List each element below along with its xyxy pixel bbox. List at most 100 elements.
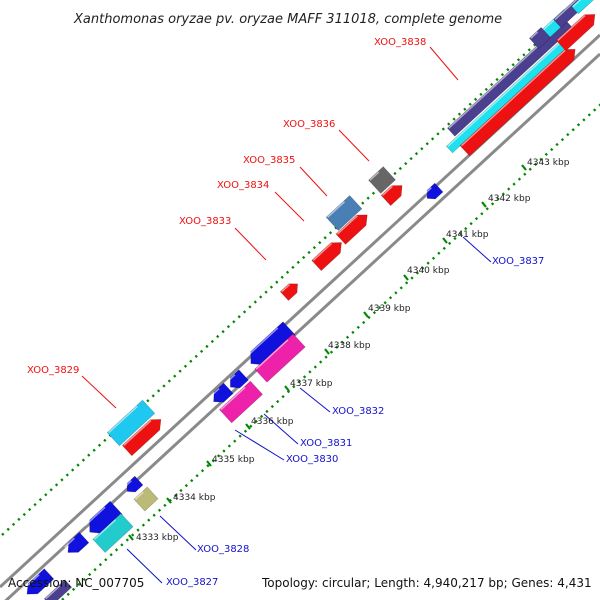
tick-dot [312,245,317,250]
feature-xoo-3830[interactable] [219,380,263,424]
feature-xoo-3834-highlight [336,215,358,235]
feature-xoo-3833-shape[interactable] [311,237,347,272]
tick-dot [189,359,193,363]
tick-dot [174,493,178,498]
feature-red-3829b-shape[interactable] [121,414,165,457]
tick-labels: 4343 kbp 4342 kbp 4341 kbp 4340 kbp 4339… [136,158,570,543]
tick-dot [49,488,53,492]
feature-purple-small-shape[interactable] [528,27,552,49]
feature-xoo-3827-shape[interactable] [92,513,134,553]
gene-label-xoo-3834[interactable]: XOO_3834 [217,180,269,191]
tick-label-4334: 4334 kbp [173,493,216,503]
feature-blue-bottom[interactable] [22,568,55,600]
tick-dot [593,108,597,112]
feature-red-3836b[interactable] [380,180,407,207]
feature-pink-upper-shape[interactable] [254,333,306,383]
feature-purple-small[interactable] [528,27,552,49]
gene-label-xoo-3827[interactable]: XOO_3827 [166,577,218,588]
tick-dot [398,166,402,171]
tick-dot [506,68,510,72]
feature-xoo-3831-shape[interactable] [209,382,234,407]
feature-blue-3827b[interactable] [63,531,90,557]
feature-xoo-3828[interactable] [133,486,159,512]
feature-red-3829b[interactable] [121,414,165,457]
feature-xoo-3836[interactable] [368,166,396,194]
tick-dot [329,350,334,354]
feature-blue-3827b-shape[interactable] [63,531,90,557]
tick-dot [457,112,462,116]
feature-xoo-3835-shape[interactable] [325,195,363,231]
feature-xoo-3835[interactable] [325,195,363,231]
tick-dot [265,409,269,414]
tick-dot [479,92,483,96]
feature-band-red[interactable] [459,44,580,157]
feature-blue-3828b[interactable] [84,500,123,539]
feature-xoo-3829-shape[interactable] [106,399,156,447]
backbone-line-inner [4,52,600,600]
gene-label-xoo-3838[interactable]: XOO_3838 [374,37,426,48]
feature-xoo-3834-shape[interactable] [335,210,372,245]
tick-dot [324,355,328,359]
feature-blue-bottom-shape[interactable] [22,568,55,600]
major-tick [324,348,330,355]
tick-dot [173,374,177,378]
feature-red-top-shape[interactable] [555,9,599,52]
feature-xoo-3832[interactable] [245,321,296,370]
tick-dot [371,191,376,195]
feature-blue-3828a-shape[interactable] [123,475,144,496]
feature-red-small[interactable] [279,279,301,301]
gene-label-xoo-3832[interactable]: XOO_3832 [332,406,384,417]
gene-label-xoo-3830[interactable]: XOO_3830 [286,454,338,465]
feature-cyan-corner[interactable] [571,0,600,15]
feature-xoo-3837[interactable] [423,182,444,203]
feature-xoo-3827[interactable] [92,513,134,553]
feature-blue-3828a[interactable] [123,475,144,496]
gene-label-xoo-3833[interactable]: XOO_3833 [179,216,231,227]
tick-dot [76,463,80,467]
tick-dot [281,394,285,399]
feature-cyan-corner-shape[interactable] [571,0,600,15]
tick-dot [560,137,565,142]
gene-label-xoo-3836[interactable]: XOO_3836 [283,119,335,130]
feature-red-small-shape[interactable] [279,279,301,301]
gene-label-xoo-3829[interactable]: XOO_3829 [27,365,79,376]
tick-dot [237,315,241,319]
feature-pink-upper[interactable] [254,333,306,383]
feature-xoo-3829[interactable] [106,399,156,447]
feature-purple-small-highlight [530,31,539,39]
tick-dot [328,231,333,235]
tick-dot [147,518,151,522]
tick-label-4337: 4337 kbp [290,379,333,389]
gene-label-xoo-3835[interactable]: XOO_3835 [243,155,295,166]
feature-xoo-3833[interactable] [311,237,347,272]
feature-xoo-3837-shape[interactable] [423,182,444,203]
feature-xoo-3828-shape[interactable] [133,486,159,512]
tick-label-4342: 4342 kbp [488,194,531,204]
feature-band-red-shape[interactable] [459,44,580,157]
feature-blue-small[interactable] [226,369,249,392]
feature-xoo-3836-shape[interactable] [368,166,396,194]
feature-xoo-3831[interactable] [209,382,234,407]
feature-xoo-3830-shape[interactable] [219,380,263,424]
tick-label-4338: 4338 kbp [328,341,371,351]
feature-red-3836b-shape[interactable] [380,180,407,207]
tick-dot [388,296,393,300]
tick-dot [98,563,103,567]
major-tick [363,311,369,318]
feature-purple-top-highlight [554,0,579,21]
feature-xoo-3834[interactable] [335,210,372,245]
feature-xoo-3832-shape[interactable] [245,321,296,370]
tick-dot [351,330,355,334]
tick-dot [286,390,291,394]
gene-label-xoo-3828[interactable]: XOO_3828 [197,544,249,555]
feature-blue-3828b-shape[interactable] [84,500,123,539]
feature-blue-small-shape[interactable] [226,369,249,392]
feature-cyan-corner-highlight [572,0,589,8]
feature-red-top[interactable] [555,9,599,52]
gene-label-xoo-3831[interactable]: XOO_3831 [300,438,352,449]
tick-dot [517,177,522,181]
gene-label-xoo-3837[interactable]: XOO_3837 [492,256,544,267]
tick-dot [162,384,166,388]
tick-dot [539,157,543,161]
